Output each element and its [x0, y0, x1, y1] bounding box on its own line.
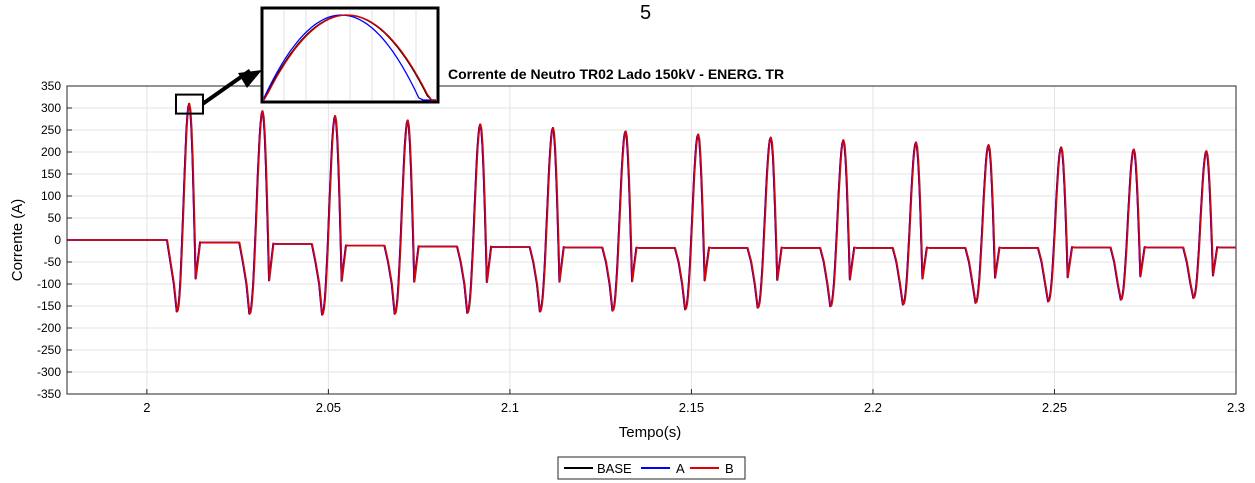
chart-title: Corrente de Neutro TR02 Lado 150kV - ENE…: [448, 66, 784, 82]
x-tick-label: 2.25: [1042, 400, 1067, 415]
y-tick-label: -50: [44, 255, 62, 269]
page-number: 5: [640, 2, 652, 24]
legend-label-b: B: [725, 461, 734, 476]
x-axis-label: Tempo(s): [619, 424, 682, 441]
y-tick-label: 350: [41, 79, 61, 93]
zoom-region-box: [174, 93, 204, 115]
x-tick-label: 2.1: [501, 400, 519, 415]
legend-label-base: BASE: [597, 461, 632, 476]
y-tick-label: 300: [41, 101, 61, 115]
y-tick-label: 50: [48, 211, 62, 225]
axes: 2 2.05 2.1 2.15 2.2 2.25 2.3 350 300 250 200 150 100…: [37, 79, 1245, 415]
y-tick-label: 0: [54, 233, 61, 247]
series-line-a: [67, 103, 1236, 316]
x-tick-label: 2.3: [1227, 400, 1245, 415]
y-tick-label: -100: [37, 277, 61, 291]
zoom-inset: [174, 6, 440, 115]
y-tick-label: 100: [41, 189, 61, 203]
y-tick-label: -150: [37, 299, 61, 313]
zoom-line-b: [263, 14, 436, 101]
y-tick-label: -350: [37, 387, 61, 401]
legend-label-a: A: [676, 461, 685, 476]
legend: BASE A B: [557, 456, 746, 480]
x-tick-label: 2.15: [679, 400, 704, 415]
x-tick-label: 2: [143, 400, 150, 415]
y-tick-label: -200: [37, 321, 61, 335]
series-line-base: [67, 102, 1236, 316]
series-line-b: [67, 102, 1237, 316]
x-tick-label: 2.05: [316, 400, 341, 415]
y-tick-label: 250: [41, 123, 61, 137]
x-tick-label: 2.2: [864, 400, 882, 415]
y-tick-label: 150: [41, 167, 61, 181]
series-group: [67, 102, 1237, 316]
y-tick-label: -250: [37, 343, 61, 357]
zoom-line-a: [263, 14, 436, 101]
y-tick-label: -300: [37, 365, 61, 379]
grid: [67, 85, 1237, 395]
zoom-arrow-head: [238, 70, 262, 88]
y-axis-label: Corrente (A): [9, 199, 26, 282]
y-tick-label: 200: [41, 145, 61, 159]
